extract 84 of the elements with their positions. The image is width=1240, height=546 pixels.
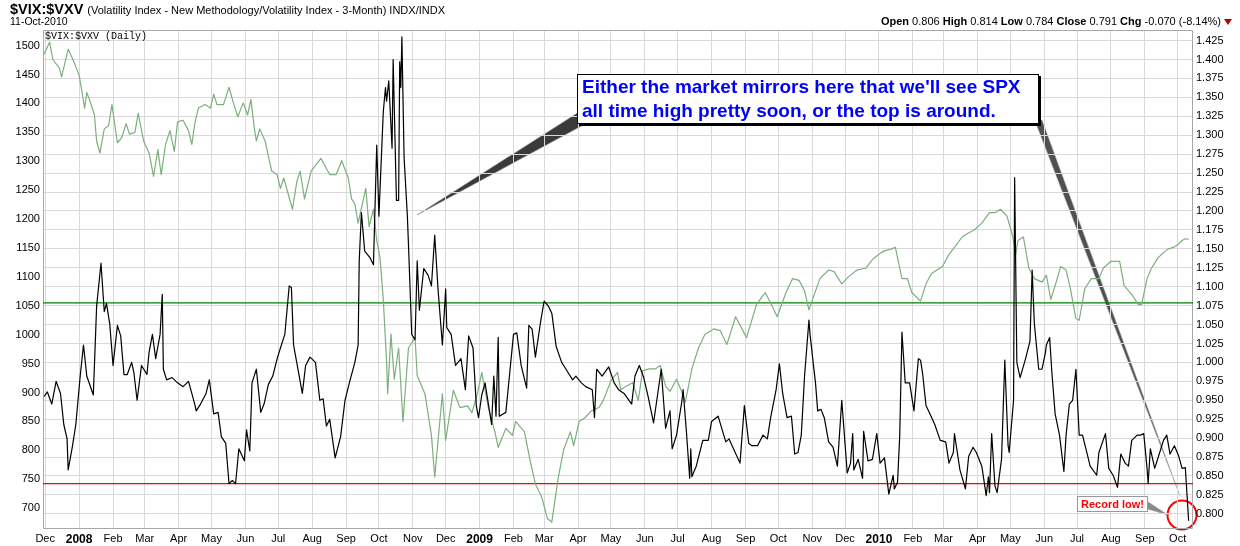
y2-tick-label: 1.200 <box>1196 204 1224 216</box>
y2-tick-label: 1.425 <box>1196 33 1224 46</box>
x-tick-label: Oct <box>1169 531 1187 544</box>
y-tick-label: 900 <box>21 385 40 398</box>
y-tick-label: 1350 <box>15 125 40 138</box>
y2-tick-label: 0.925 <box>1196 412 1224 425</box>
x-tick-label: Mar <box>534 531 554 544</box>
x-tick-label: Jul <box>1069 531 1085 544</box>
text: 11-Oct-2010 <box>10 15 68 28</box>
y2-tick-label: 0.950 <box>1196 393 1224 406</box>
y2-tick-label: 1.150 <box>1196 241 1224 254</box>
x-tick-label: Aug <box>1101 531 1121 544</box>
annotation: Either the market mirrors here that we'll see SPX all time high pretty soon, or the top is around. <box>577 74 1039 124</box>
x-tick-label: 2010 <box>865 531 893 546</box>
y2-tick-label: 1.350 <box>1196 90 1224 103</box>
y-tick-label: 1000 <box>15 327 40 340</box>
y2-tick-label: 1.000 <box>1196 355 1224 368</box>
y2-tick-label: 1.225 <box>1196 185 1224 198</box>
x-tick-label: May <box>999 531 1022 544</box>
y-tick-label: 1200 <box>15 212 40 225</box>
y2-tick-label: 0.875 <box>1196 450 1224 463</box>
y-tick-label: 1050 <box>15 298 40 311</box>
y2-tick-label: 1.375 <box>1196 71 1224 84</box>
x-tick-label: Jul <box>271 531 286 544</box>
x-tick-label: Sep <box>336 531 356 544</box>
y2-tick-label: 0.975 <box>1196 374 1224 387</box>
y2-tick-label: 0.850 <box>1196 469 1224 482</box>
x-tick-label: 2009 <box>466 531 494 546</box>
y2-tick-label: 1.100 <box>1196 279 1224 292</box>
y2-tick-label: 1.325 <box>1196 109 1224 122</box>
y-tick-label: 1400 <box>15 96 40 109</box>
y2-tick-label: 1.300 <box>1196 128 1224 141</box>
y-tick-label: 700 <box>21 501 40 514</box>
y2-tick-label: 1.125 <box>1196 260 1224 273</box>
x-tick-label: Dec <box>435 531 456 544</box>
x-tick-label: Feb <box>504 531 523 544</box>
x-tick-label: May <box>201 531 223 544</box>
x-tick-label: 2008 <box>65 531 93 546</box>
x-tick-label: May <box>600 531 622 544</box>
y-tick-label: 1100 <box>16 269 40 282</box>
x-tick-label: Oct <box>769 531 787 544</box>
x-tick-label: Feb <box>103 531 123 544</box>
y2-tick-label: 1.250 <box>1196 166 1224 179</box>
x-tick-label: Feb <box>903 531 923 544</box>
y2-tick-label: 1.400 <box>1196 52 1224 65</box>
x-tick-label: Sep <box>1135 531 1155 544</box>
x-tick-label: Jul <box>670 531 685 544</box>
y-tick-label: 1450 <box>15 67 40 80</box>
x-tick-label: Aug <box>701 531 722 544</box>
x-tick-label: Dec <box>835 531 856 544</box>
annotation: Record low! <box>1077 496 1148 512</box>
x-tick-label: Mar <box>135 531 155 544</box>
x-tick-label: Jun <box>635 531 654 544</box>
x-tick-label: Oct <box>370 531 388 544</box>
annotation: $VIX:$VXV (Daily) <box>45 31 148 43</box>
y2-tick-label: 1.275 <box>1196 147 1224 160</box>
y-tick-label: 800 <box>21 443 40 456</box>
x-tick-label: Dec <box>35 531 56 544</box>
y2-tick-label: 1.075 <box>1196 298 1224 311</box>
y-tick-label: 850 <box>21 414 40 427</box>
x-tick-label: Apr <box>170 531 188 544</box>
x-tick-label: Jun <box>236 531 255 544</box>
chart-subtitle: (Volatility Index - New Methodology/Volatility Index - 3-Month) INDX/INDX <box>87 4 445 16</box>
x-tick-label: Nov <box>403 531 424 544</box>
text: Open 0.806 High 0.814 Low 0.784 Close 0.791 Chg -0.070 (-8.14%) <box>880 15 1221 27</box>
y-tick-label: 1250 <box>15 183 40 196</box>
y2-tick-label: 1.025 <box>1196 336 1224 349</box>
y-tick-label: 750 <box>21 472 40 485</box>
x-tick-label: Apr <box>968 531 987 544</box>
x-tick-label: Apr <box>569 531 587 544</box>
y2-tick-label: 1.175 <box>1196 222 1224 235</box>
x-tick-label: Mar <box>934 531 954 544</box>
x-tick-label: Jun <box>1035 531 1054 544</box>
y-tick-label: 1150 <box>16 241 40 254</box>
x-tick-label: Aug <box>302 531 322 544</box>
x-tick-label: Sep <box>735 531 756 544</box>
y-tick-label: 950 <box>21 356 40 369</box>
x-tick-label: Nov <box>802 531 823 544</box>
y-tick-label: 1500 <box>15 38 40 51</box>
y2-tick-label: 0.825 <box>1196 487 1224 500</box>
y2-tick-label: 0.900 <box>1196 431 1224 444</box>
y-tick-label: 1300 <box>15 154 40 167</box>
y2-tick-label: 1.050 <box>1196 317 1224 330</box>
chart-title: $VIX:$VXV <box>10 1 84 17</box>
